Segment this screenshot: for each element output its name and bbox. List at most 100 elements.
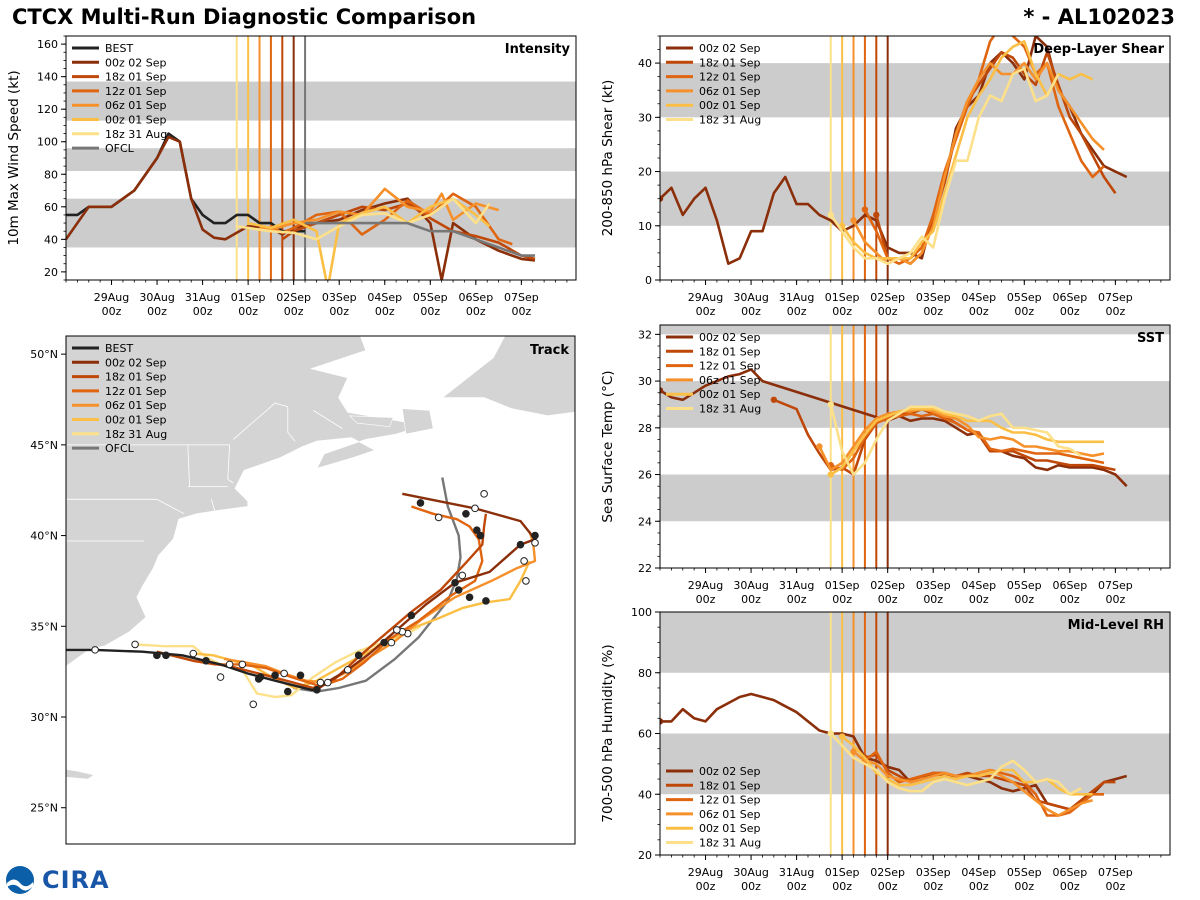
shear-xtick-sublabel: 00z bbox=[1060, 305, 1080, 318]
intensity-xtick-sublabel: 00z bbox=[238, 305, 258, 318]
track-point bbox=[296, 671, 305, 680]
sst-xtick-label: 02Sep bbox=[870, 579, 905, 592]
logo-text: CIRA bbox=[42, 866, 110, 894]
border-line bbox=[66, 498, 185, 515]
track-frame bbox=[65, 335, 576, 845]
track-point bbox=[238, 660, 247, 669]
rh-legend-label: 00z 02 Sep bbox=[699, 765, 761, 778]
border-line bbox=[232, 402, 288, 440]
sst-legend-label: 18z 01 Sep bbox=[699, 345, 761, 358]
sst-xtick-sublabel: 00z bbox=[696, 593, 716, 606]
track-legend-label: 06z 01 Sep bbox=[105, 399, 167, 412]
intensity-xtick-sublabel: 00z bbox=[466, 305, 486, 318]
track-point bbox=[476, 531, 485, 540]
shear-ytick-label: 40 bbox=[638, 57, 652, 70]
rh-xtick-label: 01Sep bbox=[825, 866, 860, 879]
intensity-ytick-label: 60 bbox=[44, 201, 58, 214]
intensity-xtick-label: 05Sep bbox=[413, 291, 448, 304]
intensity-xtick-label: 07Sep bbox=[504, 291, 539, 304]
shear-ytick-label: 10 bbox=[638, 220, 652, 233]
rh-shade-band bbox=[660, 612, 1170, 673]
track-point bbox=[454, 586, 463, 594]
intensity-legend-label: 18z 01 Sep bbox=[105, 71, 167, 84]
track-point bbox=[225, 660, 234, 669]
rh-xtick-label: 03Sep bbox=[916, 866, 951, 879]
bahamas-island bbox=[66, 769, 94, 779]
intensity-series-line bbox=[259, 187, 499, 231]
intensity-shade-band bbox=[66, 81, 576, 121]
track-point bbox=[434, 513, 443, 522]
track-map-area bbox=[66, 336, 575, 844]
shear-init-marker bbox=[873, 211, 880, 219]
track-point bbox=[189, 649, 198, 658]
rh-series-line bbox=[829, 732, 1082, 796]
rh-ytick-label: 80 bbox=[638, 667, 652, 680]
intensity-legend-label: BEST bbox=[105, 42, 133, 55]
shear-xtick-sublabel: 00z bbox=[832, 305, 852, 318]
sst-xtick-label: 06Sep bbox=[1052, 579, 1087, 592]
track-point bbox=[465, 593, 474, 602]
rh-legend-label: 18z 01 Sep bbox=[699, 779, 761, 792]
shear-ytick-label: 0 bbox=[645, 274, 652, 287]
rh-xtick-sublabel: 00z bbox=[696, 880, 716, 893]
intensity-series-line bbox=[270, 192, 513, 246]
track-point bbox=[280, 669, 288, 678]
shear-ytick-label: 20 bbox=[638, 166, 652, 179]
sst-ytick-label: 24 bbox=[638, 515, 652, 528]
track-point bbox=[471, 504, 479, 513]
intensity-xtick-label: 02Sep bbox=[276, 291, 311, 304]
track-lat-label: 35°N bbox=[30, 620, 58, 633]
rh-xtick-label: 02Sep bbox=[870, 866, 905, 879]
sst-series-line bbox=[830, 412, 1105, 472]
rh-series-line bbox=[852, 750, 1093, 817]
shear-legend-label: 00z 02 Sep bbox=[699, 42, 761, 55]
intensity-xtick-sublabel: 00z bbox=[420, 305, 440, 318]
track-line bbox=[223, 531, 537, 684]
sst-ytick-label: 26 bbox=[638, 469, 652, 482]
sst-init-marker bbox=[827, 471, 834, 478]
panel-shear: 01020304029Aug00z30Aug00z31Aug00z01Sep00… bbox=[600, 35, 1171, 318]
noaa-wave-icon bbox=[7, 879, 33, 891]
shear-xtick-sublabel: 00z bbox=[878, 305, 898, 318]
shear-xtick-sublabel: 00z bbox=[923, 305, 943, 318]
sst-series-line bbox=[818, 407, 1105, 472]
intensity-ytick-label: 160 bbox=[37, 38, 58, 51]
track-point bbox=[387, 638, 396, 647]
track-line bbox=[293, 477, 462, 693]
rh-xtick-label: 04Sep bbox=[961, 866, 996, 879]
intensity-xtick-label: 01Sep bbox=[231, 291, 266, 304]
track-point bbox=[520, 557, 528, 565]
rh-ylabel: 700-500 hPa Humidity (%) bbox=[600, 644, 616, 822]
shear-legend-label: 12z 01 Sep bbox=[699, 71, 761, 84]
shear-xtick-sublabel: 00z bbox=[969, 305, 989, 318]
rh-init-marker bbox=[660, 718, 664, 725]
intensity-ytick-label: 140 bbox=[37, 71, 58, 84]
track-legend-label: 18z 31 Aug bbox=[105, 428, 167, 441]
track-point bbox=[343, 666, 352, 674]
shear-xtick-label: 04Sep bbox=[961, 291, 996, 304]
rh-xtick-label: 30Aug bbox=[733, 866, 768, 879]
intensity-xtick-sublabel: 00z bbox=[193, 305, 213, 318]
sst-ytick-label: 30 bbox=[638, 375, 652, 388]
rh-legend-label: 00z 01 Sep bbox=[699, 822, 761, 835]
track-point bbox=[323, 678, 332, 687]
rh-xtick-sublabel: 00z bbox=[787, 880, 807, 893]
track-legend-label: 18z 01 Sep bbox=[105, 371, 167, 384]
shear-xtick-label: 06Sep bbox=[1052, 291, 1087, 304]
sst-xtick-sublabel: 00z bbox=[1060, 593, 1080, 606]
rh-legend-label: 18z 31 Aug bbox=[699, 837, 761, 850]
rh-xtick-label: 05Sep bbox=[1007, 866, 1042, 879]
track-point bbox=[451, 578, 459, 587]
shear-xtick-sublabel: 00z bbox=[787, 305, 807, 318]
intensity-shade-band bbox=[66, 148, 576, 172]
rh-xtick-label: 29Aug bbox=[688, 866, 723, 879]
track-point bbox=[531, 531, 539, 540]
sst-xtick-label: 31Aug bbox=[779, 579, 814, 592]
intensity-xtick-label: 04Sep bbox=[367, 291, 402, 304]
track-point bbox=[354, 651, 363, 660]
intensity-legend-label: 12z 01 Sep bbox=[105, 85, 167, 98]
intensity-legend-label: 00z 02 Sep bbox=[105, 56, 167, 69]
track-legend-label: OFCL bbox=[105, 442, 135, 455]
shear-shade-band bbox=[660, 63, 1170, 118]
track-point bbox=[393, 626, 401, 634]
